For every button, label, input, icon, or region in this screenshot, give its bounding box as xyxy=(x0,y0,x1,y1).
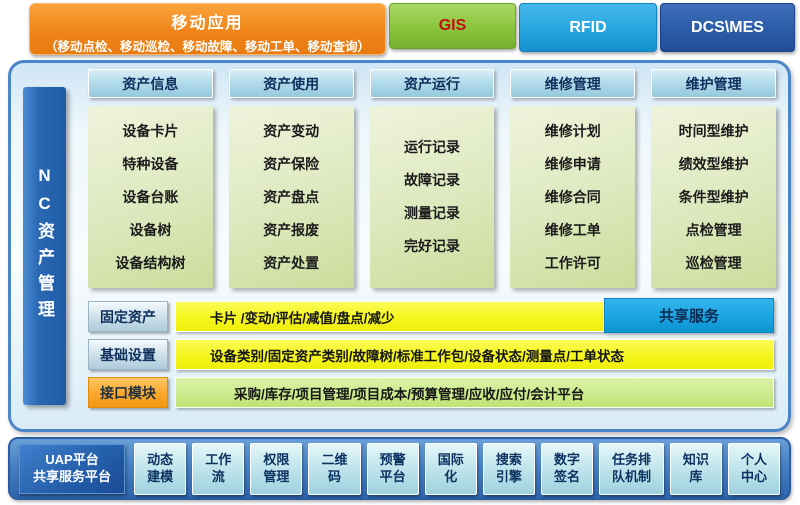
platform-box-qrcode: 二维 码 xyxy=(308,442,361,495)
module-item: 设备树 xyxy=(129,221,172,238)
row-basic-settings: 基础设置 设备类别/固定资产类别/故障树/标准工作包/设备状态/测量点/工单状态 xyxy=(88,339,774,370)
column-header: 维护管理 xyxy=(651,69,776,98)
nc-asset-management-panel: NC资产管理 资产信息 设备卡片 特种设备 设备台账 设备树 设备结构树 资产使… xyxy=(8,60,791,432)
box-line: 工作 xyxy=(205,451,232,467)
box-line: 预警 xyxy=(379,451,406,467)
column-body: 时间型维护 绩效型维护 条件型维护 点检管理 巡检管理 xyxy=(651,106,776,288)
rfid-block: RFID xyxy=(519,3,657,52)
box-line: 平台 xyxy=(379,468,406,484)
box-line: 个人 xyxy=(741,451,768,467)
row-content-bar: 卡片 /变动/评估/减值/盘点/减少 xyxy=(175,301,604,332)
nc-asset-management-side-label: NC资产管理 xyxy=(23,87,66,405)
box-line: 搜索 xyxy=(495,451,522,467)
box-line: 知识 xyxy=(682,451,709,467)
row-fixed-assets: 固定资产 卡片 /变动/评估/减值/盘点/减少 共享服务 xyxy=(88,298,774,333)
module-item: 设备结构树 xyxy=(115,254,186,271)
column-body: 维修计划 维修申请 维修合同 维修工单 工作许可 xyxy=(510,106,636,288)
feature-rows: 固定资产 卡片 /变动/评估/减值/盘点/减少 共享服务 基础设置 设备类别/固… xyxy=(88,298,774,415)
column-asset-operation: 资产运行 运行记录 故障记录 测量记录 完好记录 xyxy=(369,69,495,288)
platform-box-alert-platform: 预警 平台 xyxy=(366,442,419,495)
column-header: 资产信息 xyxy=(88,69,213,98)
column-repair-management: 维修管理 维修计划 维修申请 维修合同 维修工单 工作许可 xyxy=(510,69,636,288)
module-item: 资产盘点 xyxy=(263,188,320,205)
module-item: 运行记录 xyxy=(403,139,460,155)
module-columns: 资产信息 设备卡片 特种设备 设备台账 设备树 设备结构树 资产使用 资产变动 … xyxy=(88,69,776,288)
box-line: 任务排 xyxy=(611,451,651,467)
platform-box-dynamic-modeling: 动态 建模 xyxy=(134,442,187,495)
box-line: 引擎 xyxy=(495,468,522,484)
module-item: 设备卡片 xyxy=(122,122,179,139)
uap-platform-line2: 共享服务平台 xyxy=(32,468,111,484)
row-content-bar: 设备类别/固定资产类别/故障树/标准工作包/设备状态/测量点/工单状态 xyxy=(175,339,774,370)
box-line: 签名 xyxy=(554,468,581,484)
mobile-apps-subtitle: （移动点检、移动巡检、移动故障、移动工单、移动查询） xyxy=(44,40,370,54)
row-label: 接口模块 xyxy=(88,377,168,408)
platform-box-knowledge-base: 知识 库 xyxy=(669,442,722,495)
module-item: 时间型维护 xyxy=(678,122,749,139)
column-body: 设备卡片 特种设备 设备台账 设备树 设备结构树 xyxy=(88,106,213,288)
platform-box-digital-signature: 数字 签名 xyxy=(540,442,594,495)
platform-box-internationalization: 国际 化 xyxy=(424,442,477,495)
module-item: 绩效型维护 xyxy=(678,155,749,172)
uap-platform-block: UAP平台 共享服务平台 xyxy=(19,443,125,494)
module-item: 条件型维护 xyxy=(678,188,749,205)
column-asset-usage: 资产使用 资产变动 资产保险 资产盘点 资产报废 资产处置 xyxy=(228,69,354,288)
box-line: 权限 xyxy=(263,451,290,467)
module-item: 维修合同 xyxy=(544,188,601,205)
module-item: 资产报废 xyxy=(263,221,320,238)
module-item: 资产处置 xyxy=(263,254,320,271)
module-item: 设备台账 xyxy=(122,188,179,205)
platform-box-permission: 权限 管理 xyxy=(250,442,303,495)
box-line: 中心 xyxy=(741,468,768,484)
box-line: 管理 xyxy=(263,468,290,484)
box-line: 数字 xyxy=(554,451,581,467)
column-header: 资产使用 xyxy=(228,69,354,98)
module-item: 故障记录 xyxy=(403,172,460,188)
box-line: 化 xyxy=(444,468,458,484)
box-line: 流 xyxy=(211,468,225,484)
box-line: 队机制 xyxy=(611,468,651,484)
platform-box-workflow: 工作 流 xyxy=(192,442,245,495)
box-line: 建模 xyxy=(147,468,174,484)
gis-block: GIS xyxy=(389,3,516,49)
box-line: 库 xyxy=(689,468,703,484)
module-item: 点检管理 xyxy=(685,221,742,238)
platform-box-personal-center: 个人 中心 xyxy=(727,442,781,495)
platform-box-search-engine: 搜索 引擎 xyxy=(482,442,535,495)
box-line: 动态 xyxy=(147,451,174,467)
box-line: 国际 xyxy=(437,451,464,467)
row-label: 固定资产 xyxy=(88,301,168,332)
box-line: 码 xyxy=(327,468,341,484)
module-item: 完好记录 xyxy=(403,238,460,254)
row-content-bar: 采购/库存/项目管理/项目成本/预算管理/应收/应付/会计平台 xyxy=(175,377,774,408)
module-item: 资产变动 xyxy=(263,122,320,139)
row-label: 基础设置 xyxy=(88,339,168,370)
row-interface-modules: 接口模块 采购/库存/项目管理/项目成本/预算管理/应收/应付/会计平台 xyxy=(88,377,774,408)
mobile-apps-banner: 移动应用 （移动点检、移动巡检、移动故障、移动工单、移动查询） xyxy=(29,3,386,55)
platform-box-task-queue: 任务排 队机制 xyxy=(599,442,664,495)
dcs-mes-block: DCS\MES xyxy=(660,3,795,52)
module-item: 资产保险 xyxy=(263,155,320,172)
mobile-apps-title: 移动应用 xyxy=(171,15,244,32)
column-header: 维修管理 xyxy=(510,69,636,98)
module-item: 特种设备 xyxy=(122,155,179,172)
column-body: 运行记录 故障记录 测量记录 完好记录 xyxy=(369,106,495,288)
column-maintenance-management: 维护管理 时间型维护 绩效型维护 条件型维护 点检管理 巡检管理 xyxy=(651,69,776,288)
uap-platform-bar: UAP平台 共享服务平台 动态 建模 工作 流 权限 管理 二维 码 预警 平台… xyxy=(8,437,791,500)
shared-services-block: 共享服务 xyxy=(604,298,774,333)
column-body: 资产变动 资产保险 资产盘点 资产报废 资产处置 xyxy=(228,106,354,288)
module-item: 维修申请 xyxy=(544,155,601,172)
module-item: 巡检管理 xyxy=(685,254,742,271)
module-item: 维修计划 xyxy=(544,122,601,139)
module-item: 测量记录 xyxy=(403,205,460,221)
column-header: 资产运行 xyxy=(369,69,495,98)
module-item: 维修工单 xyxy=(544,221,601,238)
box-line: 二维 xyxy=(321,451,348,467)
module-item: 工作许可 xyxy=(544,254,601,271)
column-asset-info: 资产信息 设备卡片 特种设备 设备台账 设备树 设备结构树 xyxy=(88,69,213,288)
uap-platform-line1: UAP平台 xyxy=(45,451,99,467)
